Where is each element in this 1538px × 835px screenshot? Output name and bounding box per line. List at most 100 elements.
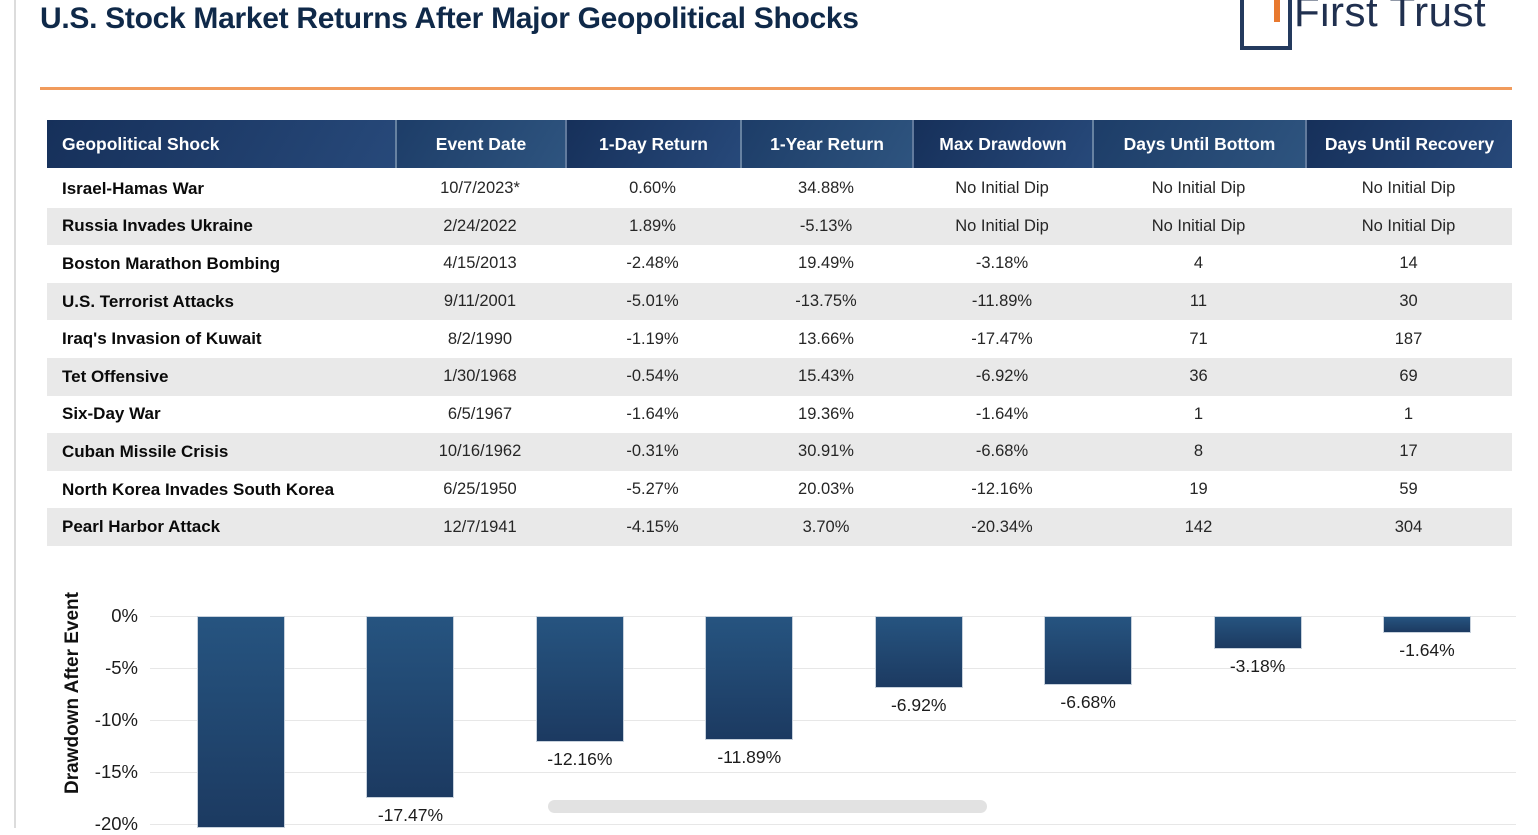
cell-event-date: 10/7/2023* <box>440 179 520 198</box>
drawdown-bar <box>197 616 285 828</box>
table-row: Six-Day War 6/5/1967 -1.64% 19.36% -1.64% 1 1 <box>47 395 1512 434</box>
cell-1day-return: 1.89% <box>629 216 676 235</box>
column-header-days-until-bottom: Days Until Bottom <box>1092 120 1305 168</box>
cell-1day-return: -0.31% <box>626 442 679 461</box>
cell-shock: Six-Day War <box>62 404 161 424</box>
first-trust-logo: First Trust <box>1238 0 1538 52</box>
bar-value-label: -6.92% <box>890 694 947 715</box>
cell-max-drawdown: -11.89% <box>971 292 1033 311</box>
cell-max-drawdown: -17.47% <box>971 329 1033 348</box>
cell-1year-return: 19.49% <box>798 254 854 273</box>
cell-shock: Boston Marathon Bombing <box>62 253 281 273</box>
cell-1year-return: 15.43% <box>798 367 854 386</box>
cell-shock: U.S. Terrorist Attacks <box>62 291 234 311</box>
table-row: Iraq's Invasion of Kuwait 8/2/1990 -1.19% 1… <box>47 320 1512 358</box>
cell-1year-return: 30.91% <box>798 442 854 461</box>
chart-y-tick-label: -15% <box>94 761 138 782</box>
chart-y-tick-label: -5% <box>105 657 138 678</box>
drawdown-bar <box>1044 616 1133 686</box>
chart-y-tick-label: 0% <box>111 605 138 626</box>
cell-days-recovery: 30 <box>1399 292 1418 311</box>
table-row: U.S. Terrorist Attacks 9/11/2001 -5.01% -13… <box>47 282 1512 321</box>
cell-days-recovery: No Initial Dip <box>1361 216 1456 235</box>
cell-days-recovery: 187 <box>1394 329 1423 348</box>
cell-days-bottom: 71 <box>1189 329 1208 348</box>
cell-days-bottom: 8 <box>1193 442 1204 461</box>
cell-days-bottom: 19 <box>1189 480 1208 499</box>
chart-y-axis-label: Drawdown After Event <box>62 592 83 794</box>
cell-1year-return: -5.13% <box>799 216 853 235</box>
cell-max-drawdown: No Initial Dip <box>955 179 1049 198</box>
page-edge-line <box>14 0 16 828</box>
cell-shock: Cuban Missile Crisis <box>62 441 229 461</box>
cell-1day-return: -1.19% <box>626 329 679 348</box>
bar-value-label: -6.68% <box>1060 692 1116 713</box>
cell-days-recovery: 304 <box>1394 517 1423 536</box>
column-header-1-day-return: 1-Day Return <box>565 120 740 168</box>
table-row: North Korea Invades South Korea 6/25/1950… <box>47 470 1512 509</box>
cell-event-date: 1/30/1968 <box>443 367 517 386</box>
cell-days-bottom: 1 <box>1193 404 1204 423</box>
chart-y-tick-label: -20% <box>94 813 138 834</box>
chart-gridline <box>150 720 1516 721</box>
logo-text: First Trust <box>1294 0 1487 35</box>
cell-1day-return: 0.60% <box>629 179 676 198</box>
cell-event-date: 6/5/1967 <box>447 404 513 423</box>
bar-value-label: -1.64% <box>1399 640 1455 661</box>
cell-shock: Israel-Hamas War <box>62 178 205 198</box>
cell-1day-return: -4.15% <box>626 517 679 536</box>
cell-max-drawdown: No Initial Dip <box>955 216 1049 235</box>
cell-1year-return: 19.36% <box>798 404 854 423</box>
cell-event-date: 4/15/2013 <box>443 254 517 273</box>
cell-max-drawdown: -6.68% <box>975 442 1029 461</box>
cell-1day-return: -5.01% <box>626 292 679 311</box>
cell-days-recovery: 1 <box>1403 404 1414 423</box>
cell-days-recovery: No Initial Dip <box>1361 179 1456 198</box>
cell-1year-return: 3.70% <box>802 517 850 536</box>
table-row: Tet Offensive 1/30/1968 -0.54% 15.43% -6.92%… <box>47 357 1512 396</box>
cell-max-drawdown: -20.34% <box>971 517 1033 536</box>
column-header-event-date: Event Date <box>395 120 565 168</box>
cell-event-date: 6/25/1950 <box>443 480 517 499</box>
cell-shock: Iraq's Invasion of Kuwait <box>62 329 262 349</box>
cell-1year-return: -13.75% <box>795 292 857 311</box>
cell-days-recovery: 17 <box>1399 442 1418 461</box>
logo-orange-dash-icon <box>1274 0 1280 22</box>
cell-days-recovery: 14 <box>1399 254 1418 273</box>
cell-1year-return: 34.88% <box>798 179 854 198</box>
bar-value-label: -11.89% <box>717 746 782 767</box>
column-header-max-drawdown: Max Drawdown <box>912 120 1092 168</box>
table-row: Boston Marathon Bombing 4/15/2013 -2.48% 19… <box>47 245 1512 283</box>
cell-max-drawdown: -1.64% <box>975 404 1029 423</box>
scrollbar-thumb[interactable] <box>548 800 987 813</box>
cell-max-drawdown: -6.92% <box>975 367 1029 386</box>
cell-event-date: 12/7/1941 <box>443 517 517 536</box>
cell-event-date: 9/11/2001 <box>443 292 517 311</box>
page-title: U.S. Stock Market Returns After Major Ge… <box>40 2 859 35</box>
column-header-days-until-recovery: Days Until Recovery <box>1305 120 1512 168</box>
table-row: Cuban Missile Crisis 10/16/1962 -0.31% 30.9… <box>47 433 1512 471</box>
column-header-geopolitical-shock: Geopolitical Shock <box>47 120 395 168</box>
chart-gridline <box>150 824 1516 825</box>
drawdown-bar-chart: Drawdown After Event 0% -5% -10% -15% -20% -1… <box>0 560 1538 834</box>
drawdown-bar <box>1213 616 1302 650</box>
drawdown-bar <box>1383 616 1471 634</box>
drawdown-bar <box>366 616 455 798</box>
cell-shock: Pearl Harbor Attack <box>62 517 221 537</box>
cell-1day-return: -2.48% <box>626 254 679 273</box>
chart-gridline <box>150 616 1516 617</box>
chart-gridline <box>150 668 1516 669</box>
cell-1year-return: 13.66% <box>798 329 854 348</box>
cell-event-date: 10/16/1962 <box>438 442 522 461</box>
cell-days-bottom: No Initial Dip <box>1151 216 1246 235</box>
accent-divider <box>40 87 1512 90</box>
cell-days-bottom: 4 <box>1193 254 1204 273</box>
chart-y-tick-label: -10% <box>94 709 138 730</box>
cell-1day-return: -0.54% <box>626 367 679 386</box>
cell-event-date: 2/24/2022 <box>443 216 517 235</box>
cell-days-recovery: 59 <box>1399 480 1418 499</box>
cell-1day-return: -5.27% <box>626 480 679 499</box>
cell-days-bottom: 142 <box>1184 517 1213 536</box>
cell-shock: Russia Invades Ukraine <box>62 216 253 236</box>
table-row: Pearl Harbor Attack 12/7/1941 -4.15% 3.70% -… <box>47 508 1512 546</box>
